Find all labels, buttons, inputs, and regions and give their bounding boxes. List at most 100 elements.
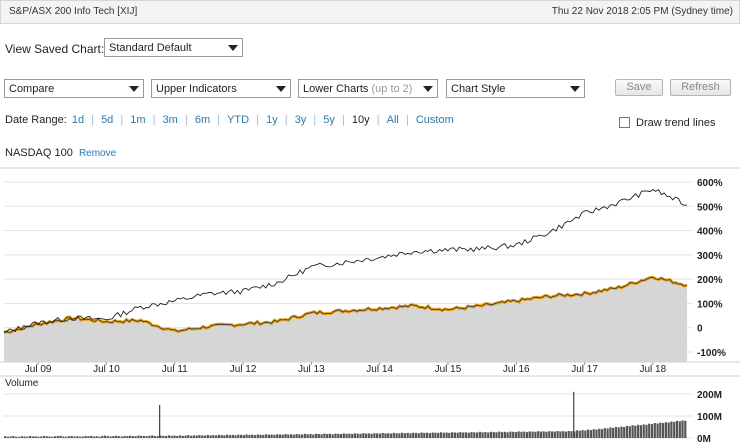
volume-bar	[634, 425, 637, 438]
date-range-6m[interactable]: 6m	[194, 114, 211, 126]
volume-bar	[353, 433, 356, 438]
volume-bar	[684, 420, 687, 438]
volume-bar	[76, 436, 79, 438]
saved-chart-label: View Saved Chart:	[5, 42, 105, 56]
lower-charts-hint: (up to 2)	[371, 83, 413, 95]
volume-bar	[398, 433, 401, 438]
separator: |	[120, 114, 124, 126]
trend-lines-checkbox[interactable]	[619, 117, 630, 128]
save-button[interactable]: Save	[615, 79, 663, 96]
volume-bar	[337, 433, 340, 438]
comparison-series-line	[3, 188, 688, 332]
volume-bar	[459, 432, 462, 438]
date-range-1m[interactable]: 1m	[130, 114, 146, 126]
volume-bar	[237, 434, 240, 438]
volume-bar	[165, 436, 168, 438]
volume-bar	[389, 433, 393, 438]
upper-indicators-select[interactable]: Upper Indicators	[151, 79, 291, 98]
date-range-all[interactable]: All	[386, 114, 399, 126]
volume-bar	[195, 435, 198, 438]
volume-bar	[90, 435, 93, 438]
date-range-1y[interactable]: 1y	[266, 114, 278, 126]
volume-bar	[401, 432, 404, 438]
volume-bar	[653, 423, 656, 438]
volume-bar	[12, 436, 15, 438]
volume-bar	[498, 431, 501, 438]
volume-bar	[112, 436, 115, 438]
volume-bar	[581, 430, 584, 438]
volume-bar	[115, 435, 118, 438]
lower-charts-select[interactable]: Lower Charts (up to 2)	[298, 79, 438, 98]
volume-bar	[662, 423, 665, 438]
volume-bar	[212, 435, 215, 438]
volume-bar	[56, 436, 59, 438]
volume-bar	[367, 433, 370, 438]
x-tick-label: Jul 10	[93, 364, 120, 375]
separator: |	[184, 114, 188, 126]
lower-charts-text: Lower Charts (up to 2)	[303, 83, 412, 95]
volume-bar	[531, 431, 534, 438]
volume-bar	[623, 427, 626, 438]
date-range-5d[interactable]: 5d	[101, 114, 114, 126]
volume-bar	[409, 433, 412, 438]
volume-bar	[42, 436, 46, 438]
volume-bar	[614, 427, 617, 438]
y-tick-label: 600%	[697, 178, 723, 189]
volume-bar	[259, 434, 262, 438]
volume-bar	[240, 434, 243, 438]
refresh-button[interactable]: Refresh	[670, 79, 731, 96]
volume-bar	[412, 432, 415, 438]
y-tick-label: 200%	[697, 275, 723, 286]
date-range-3y[interactable]: 3y	[294, 114, 307, 126]
y-tick-label: 500%	[697, 202, 723, 213]
y-tick-label: 0	[697, 324, 703, 335]
volume-bar	[95, 436, 98, 438]
saved-chart-select[interactable]: Standard Default	[104, 38, 243, 57]
separator: |	[405, 114, 409, 126]
volume-bar	[537, 431, 540, 438]
volume-bar	[392, 432, 395, 438]
volume-bar	[592, 429, 595, 438]
volume-bar	[178, 435, 182, 438]
chart-style-select[interactable]: Chart Style	[446, 79, 585, 98]
volume-bar	[159, 435, 162, 438]
volume-bar	[650, 424, 654, 438]
volume-bar	[681, 420, 684, 438]
x-tick-label: Jul 17	[571, 364, 598, 375]
volume-bar	[356, 433, 359, 438]
volume-bar	[223, 435, 226, 438]
volume-bar	[242, 435, 245, 438]
date-range-5y[interactable]: 5y	[323, 114, 335, 126]
volume-bar	[453, 432, 456, 438]
volume-bar	[628, 426, 631, 438]
volume-bar	[678, 421, 681, 438]
volume-bar	[645, 424, 648, 438]
volume-bar	[403, 433, 406, 438]
date-range-ytd[interactable]: YTD	[227, 114, 250, 126]
volume-y-tick-label: 0M	[697, 434, 711, 445]
volume-bar	[123, 436, 126, 438]
volume-bar	[514, 432, 518, 438]
volume-bar	[534, 431, 537, 438]
date-range-10y[interactable]: 10y	[351, 114, 370, 126]
volume-bar	[203, 435, 207, 438]
date-range-3m[interactable]: 3m	[162, 114, 178, 126]
date-range-1d[interactable]: 1d	[71, 114, 85, 126]
volume-bar	[523, 431, 526, 438]
x-tick-label: Jul 18	[640, 364, 667, 375]
volume-bar	[4, 436, 7, 438]
volume-bar	[442, 432, 445, 438]
volume-bar	[281, 434, 284, 438]
volume-bar	[439, 432, 443, 438]
date-range-custom[interactable]: Custom	[415, 114, 454, 126]
volume-bar	[487, 432, 490, 438]
remove-comparison-link[interactable]: Remove	[78, 148, 117, 159]
volume-bar	[370, 433, 373, 438]
volume-bar	[62, 436, 65, 438]
volume-bar	[559, 431, 562, 438]
volume-bar	[37, 436, 40, 438]
volume-bar	[45, 436, 48, 438]
compare-select[interactable]: Compare	[4, 79, 144, 98]
volume-bar	[265, 434, 268, 438]
volume-bar	[364, 433, 368, 438]
